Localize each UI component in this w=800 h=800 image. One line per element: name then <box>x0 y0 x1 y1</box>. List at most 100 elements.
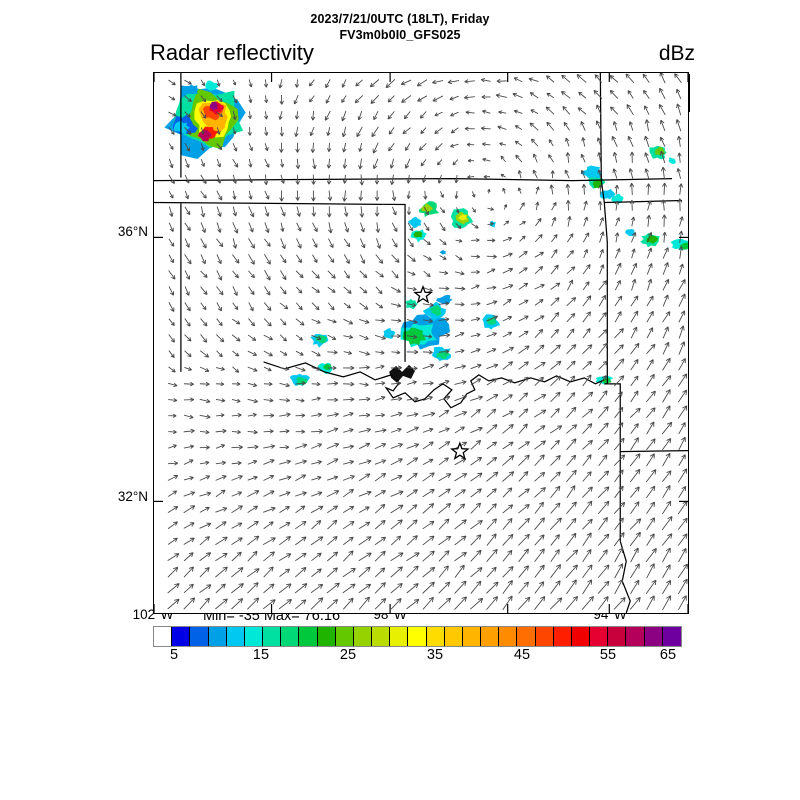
wind-vector <box>646 453 655 467</box>
wind-vector <box>312 158 317 170</box>
wind-vector <box>613 532 625 547</box>
wind-vector <box>566 424 578 434</box>
wind-vector <box>486 596 499 610</box>
wind-vector <box>549 597 563 610</box>
wind-vector <box>247 382 258 388</box>
wind-vector <box>470 456 483 466</box>
wind-vector <box>439 222 446 232</box>
wind-vector <box>581 391 594 403</box>
wind-vector <box>247 597 260 610</box>
wind-vector <box>662 470 672 482</box>
wind-vector <box>358 552 372 562</box>
wind-vector <box>295 398 305 403</box>
wind-vector <box>436 159 443 166</box>
wind-vector <box>566 454 577 466</box>
wind-vector <box>432 95 444 102</box>
wind-vector <box>437 174 442 184</box>
wind-vector <box>263 381 273 387</box>
wind-vector <box>580 169 586 179</box>
wind-vector <box>450 127 459 134</box>
wind-vector <box>183 522 195 529</box>
wind-vector <box>659 136 666 147</box>
wind-vector <box>200 127 205 135</box>
wind-vector <box>598 201 603 211</box>
wind-vector <box>581 137 586 147</box>
wind-vector <box>280 222 285 232</box>
wind-vector <box>519 221 526 226</box>
wind-vector <box>530 109 539 114</box>
colorbar-tick-55: 55 <box>599 647 617 663</box>
wind-vector <box>343 365 355 371</box>
wind-vector <box>630 547 639 563</box>
wind-vector <box>215 398 226 403</box>
reflectivity-cell <box>486 316 497 325</box>
wind-vector <box>326 490 340 498</box>
wind-vector <box>503 204 508 210</box>
wind-vector <box>278 111 283 120</box>
wind-vector <box>311 270 320 279</box>
wind-vector <box>183 397 195 402</box>
wind-vector <box>534 299 544 306</box>
wind-vector <box>311 568 322 578</box>
wind-vector <box>168 318 175 326</box>
wind-vector <box>167 475 179 481</box>
wind-vector <box>514 125 523 130</box>
wind-vector <box>374 598 387 610</box>
wind-vector <box>454 286 466 291</box>
wind-vector <box>567 215 572 227</box>
wind-vector <box>343 536 354 546</box>
wind-vector <box>630 358 639 371</box>
wind-vector <box>500 173 506 178</box>
wind-vector <box>279 445 290 450</box>
wind-vector <box>502 455 515 466</box>
wind-vector <box>294 79 300 88</box>
wind-vector <box>678 279 686 291</box>
wind-vector <box>662 484 671 499</box>
wind-vector <box>406 583 419 594</box>
wind-vector <box>280 206 286 217</box>
wind-vector <box>326 158 332 169</box>
wind-vector <box>597 169 602 179</box>
wind-vector <box>454 411 468 418</box>
wind-vector <box>582 439 593 450</box>
wind-vector <box>534 409 547 418</box>
wind-vector <box>495 93 507 98</box>
wind-vector <box>658 104 666 116</box>
wind-vector <box>423 270 431 278</box>
wind-vector <box>167 490 178 497</box>
wind-vector <box>646 407 656 419</box>
wind-vector <box>183 552 194 562</box>
wind-vector <box>374 174 380 185</box>
wind-vector <box>630 501 640 515</box>
wind-vector <box>502 410 514 418</box>
wind-vector <box>200 206 206 218</box>
wind-vector <box>422 503 435 514</box>
wind-vector <box>422 302 434 308</box>
wind-vector <box>614 485 624 499</box>
wind-vector <box>581 183 587 195</box>
wind-vector <box>677 135 682 147</box>
wind-vector <box>496 78 507 84</box>
wind-vector <box>405 143 411 151</box>
wind-vector <box>659 119 666 132</box>
wind-vector <box>470 426 483 434</box>
wind-vector <box>278 553 292 561</box>
wind-vector <box>327 319 337 324</box>
wind-vector <box>200 318 208 327</box>
wind-vector <box>532 153 538 163</box>
wind-vector <box>422 535 435 546</box>
wind-vector <box>216 270 223 281</box>
wind-vector <box>678 422 686 435</box>
wind-vector <box>550 391 561 403</box>
wind-vector <box>422 175 427 183</box>
wind-vector <box>358 412 371 418</box>
wind-vector <box>359 174 365 186</box>
wind-vector <box>454 332 465 338</box>
wind-vector <box>583 249 589 259</box>
wind-vector <box>582 232 590 243</box>
wind-vector <box>662 564 671 578</box>
colorbar[interactable] <box>153 626 682 647</box>
wind-vector <box>215 583 226 594</box>
wind-vector <box>359 270 368 279</box>
wind-vector <box>248 95 253 104</box>
